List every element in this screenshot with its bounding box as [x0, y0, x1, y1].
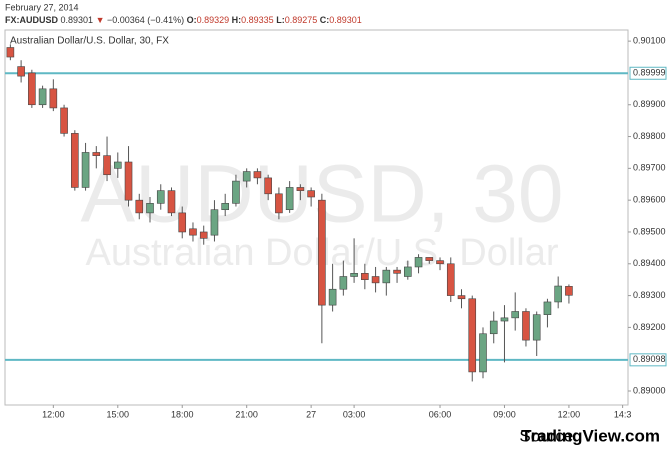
- horizontal-line-label: 0.89999: [633, 68, 666, 78]
- candle-body: [565, 286, 573, 296]
- candle-body: [479, 333, 487, 373]
- candle-body: [124, 161, 133, 201]
- candle-body: [489, 320, 498, 335]
- candle-body: [156, 190, 165, 204]
- chart-title: Australian Dollar/U.S. Dollar, 30, FX: [10, 36, 169, 47]
- y-tick-label: 0.89700: [633, 163, 666, 173]
- date: February 27, 2014: [5, 2, 79, 12]
- y-tick-label: 0.89600: [633, 195, 666, 205]
- candle-body: [71, 133, 79, 188]
- candle-body: [253, 171, 262, 179]
- y-tick-label: 0.89800: [633, 131, 666, 141]
- candle-body: [17, 66, 25, 77]
- last: 0.89301: [61, 15, 94, 25]
- candle-body: [189, 228, 197, 236]
- candle-body: [113, 161, 122, 169]
- x-tick-label: 18:00: [171, 409, 194, 419]
- candle-body: [6, 47, 15, 58]
- c-label: C:: [320, 15, 330, 25]
- x-tick-label: 21:00: [235, 409, 258, 419]
- candle-body: [242, 171, 251, 182]
- candle-body: [28, 72, 36, 106]
- candle-body: [500, 317, 509, 322]
- candle-body: [446, 263, 455, 296]
- candle-body: [146, 203, 154, 214]
- source: TradingView.com: [521, 426, 660, 445]
- x-tick-label: 27: [306, 409, 316, 419]
- candle-body: [543, 301, 552, 315]
- candle-body: [371, 276, 380, 284]
- candle-body: [350, 273, 358, 277]
- change: −0.00364 (−0.41%): [107, 15, 184, 25]
- candle-body: [318, 199, 326, 306]
- candle-body: [178, 212, 187, 233]
- plot-frame: [4, 29, 629, 406]
- l: 0.89275: [285, 15, 318, 25]
- candle-body: [532, 314, 541, 341]
- c: 0.89301: [329, 15, 362, 25]
- candle-body: [275, 193, 283, 214]
- horizontal-line-label-box: [629, 66, 667, 80]
- y-tick-label: 0.89200: [633, 322, 666, 332]
- candle-body: [285, 187, 294, 211]
- horizontal-line-label-box: [629, 353, 667, 367]
- source-label: Source:: [519, 426, 578, 445]
- y-tick-label: 0.89000: [633, 385, 666, 395]
- x-tick-label: 06:00: [429, 409, 452, 419]
- l-label: L:: [276, 15, 285, 25]
- candle-body: [554, 285, 562, 303]
- candle-body: [81, 152, 90, 188]
- candle-body: [328, 288, 337, 306]
- x-tick-label: 15:00: [107, 409, 130, 419]
- quote-line: FX:AUDUSD 0.89301 ▼ −0.00364 (−0.41%) O:…: [5, 15, 362, 25]
- x-tick-label: 12:00: [558, 409, 581, 419]
- x-tick-label: 14:3: [614, 409, 632, 419]
- candle-body: [436, 260, 444, 265]
- h-label: H:: [232, 15, 242, 25]
- candle-body: [264, 177, 272, 195]
- candle-body: [60, 107, 68, 134]
- horizontal-line-label: 0.89098: [633, 354, 666, 364]
- candle-body: [457, 295, 466, 300]
- candle-body: [468, 298, 477, 373]
- candle-body: [135, 199, 144, 214]
- candle-body: [232, 180, 240, 204]
- candle-body: [221, 203, 229, 211]
- o-label: O:: [187, 15, 197, 25]
- candle-body: [199, 231, 208, 239]
- candle-body: [38, 88, 47, 106]
- candle-body: [307, 190, 315, 198]
- x-tick-label: 12:00: [42, 409, 65, 419]
- candle-body: [103, 155, 111, 176]
- y-tick-label: 0.89400: [633, 258, 666, 268]
- candle-body: [92, 152, 101, 156]
- candle-body: [210, 209, 219, 236]
- candle-body: [511, 311, 520, 319]
- candle-body: [49, 88, 58, 109]
- candle-body: [414, 257, 423, 268]
- x-tick-label: 09:00: [493, 409, 516, 419]
- symbol: FX:AUDUSD: [5, 15, 58, 25]
- candle-body: [296, 187, 305, 191]
- candle-body: [404, 266, 412, 277]
- o: 0.89329: [197, 15, 230, 25]
- candle-body: [339, 276, 348, 290]
- candle-body: [522, 311, 530, 341]
- y-tick-label: 0.90100: [633, 36, 666, 46]
- candle-body: [167, 190, 176, 214]
- y-tick-label: 0.89900: [633, 99, 666, 109]
- x-tick-label: 03:00: [343, 409, 366, 419]
- candle-body: [393, 269, 401, 274]
- h: 0.89335: [241, 15, 274, 25]
- y-tick-label: 0.89300: [633, 290, 666, 300]
- candle-body: [382, 269, 391, 284]
- y-tick-label: 0.89500: [633, 226, 666, 236]
- arrow: ▼: [96, 15, 105, 25]
- candle-body: [425, 257, 434, 261]
- candle-body: [361, 273, 369, 280]
